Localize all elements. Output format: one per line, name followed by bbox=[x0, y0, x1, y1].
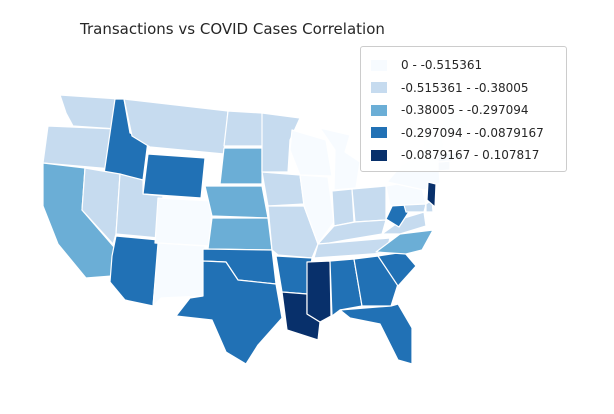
state-wyoming bbox=[142, 153, 206, 199]
legend-label: -0.297094 - -0.0879167 bbox=[401, 125, 544, 140]
legend-entry: 0 - -0.515361 bbox=[371, 54, 558, 77]
state-arizona bbox=[109, 235, 160, 307]
legend-swatch bbox=[371, 149, 387, 161]
state-maryland bbox=[403, 203, 427, 213]
legend-label: -0.0879167 - 0.107817 bbox=[401, 148, 540, 163]
state-kansas bbox=[207, 217, 273, 251]
legend-label: 0 - -0.515361 bbox=[401, 58, 483, 73]
state-ohio bbox=[351, 185, 387, 223]
state-nebraska bbox=[204, 185, 269, 219]
legend-swatch bbox=[371, 104, 387, 116]
legend-swatch bbox=[371, 82, 387, 94]
state-minnesota bbox=[261, 112, 301, 173]
state-indiana bbox=[331, 188, 355, 227]
legend-entry: -0.0879167 - 0.107817 bbox=[371, 144, 558, 167]
state-new-jersey bbox=[426, 181, 437, 208]
state-south-dakota bbox=[219, 147, 263, 185]
state-nevada bbox=[81, 167, 121, 245]
state-colorado bbox=[154, 197, 213, 247]
legend-swatch bbox=[371, 127, 387, 139]
state-new-mexico bbox=[152, 242, 206, 307]
legend: 0 - -0.515361 -0.515361 - -0.38005 -0.38… bbox=[360, 46, 567, 172]
state-michigan bbox=[319, 127, 361, 191]
state-mississippi bbox=[306, 260, 332, 323]
legend-label: -0.515361 - -0.38005 bbox=[401, 80, 529, 95]
legend-swatch bbox=[371, 59, 387, 71]
legend-entry: -0.38005 - -0.297094 bbox=[371, 99, 558, 122]
state-montana bbox=[123, 98, 229, 155]
legend-entry: -0.515361 - -0.38005 bbox=[371, 77, 558, 100]
state-texas bbox=[175, 260, 283, 365]
state-north-dakota bbox=[223, 110, 265, 147]
state-iowa bbox=[261, 171, 305, 207]
legend-label: -0.38005 - -0.297094 bbox=[401, 103, 529, 118]
state-wisconsin bbox=[289, 129, 333, 177]
chart-title: Transactions vs COVID Cases Correlation bbox=[80, 20, 385, 38]
state-utah bbox=[115, 173, 164, 239]
legend-entry: -0.297094 - -0.0879167 bbox=[371, 122, 558, 145]
state-florida bbox=[339, 303, 413, 365]
state-georgia bbox=[353, 255, 399, 307]
state-illinois bbox=[299, 174, 335, 245]
state-alabama bbox=[329, 258, 363, 317]
state-north-carolina bbox=[375, 229, 434, 255]
